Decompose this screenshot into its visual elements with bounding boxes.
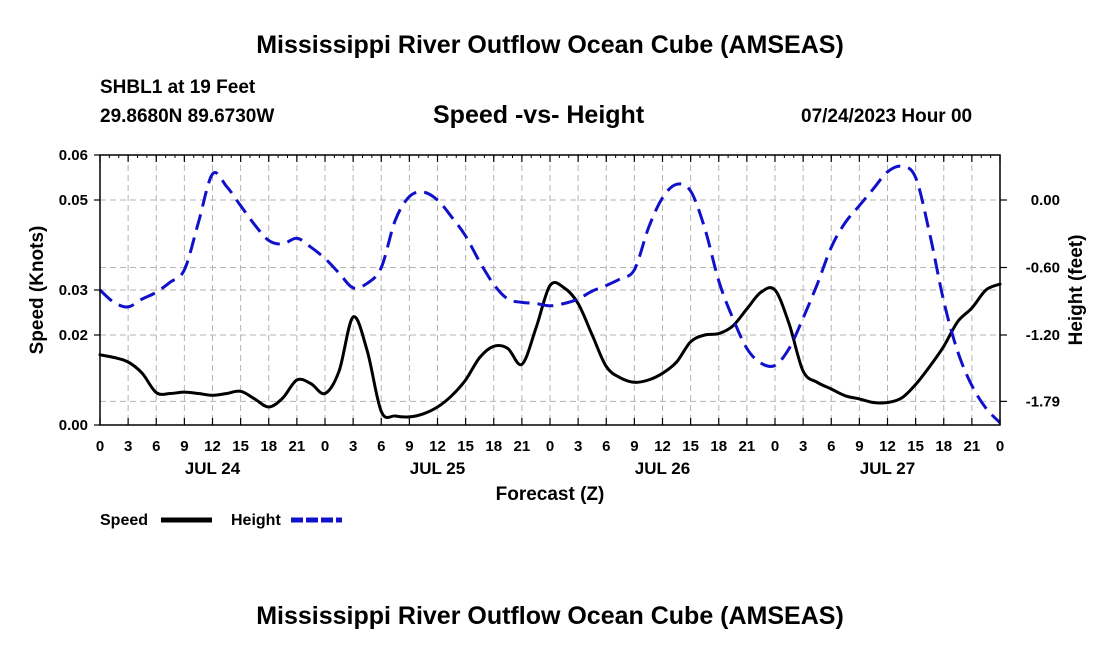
x-tick-label: 3	[124, 438, 132, 455]
speed-series-line	[98, 280, 1002, 419]
station-label: SHBL1 at 19 Feet	[100, 77, 256, 98]
x-tick-label: 12	[204, 438, 221, 455]
x-tick-label: 9	[855, 438, 863, 455]
footer-title: Mississippi River Outflow Ocean Cube (AM…	[256, 602, 844, 630]
y-tick-label: 0.06	[59, 147, 88, 164]
page-title: Mississippi River Outflow Ocean Cube (AM…	[256, 31, 844, 59]
x-tick-label: 9	[630, 438, 638, 455]
x-tick-label: 18	[710, 438, 727, 455]
x-tick-label: 21	[739, 438, 756, 455]
height-series-line	[98, 164, 1002, 424]
coordinates-label: 29.8680N 89.6730W	[100, 106, 275, 127]
x-tick-label: 0	[996, 438, 1004, 455]
y2-tick-label: 0.00	[1031, 192, 1060, 209]
x-tick-label: 12	[879, 438, 896, 455]
x-tick-label: 3	[349, 438, 357, 455]
x-tick-label: 15	[907, 438, 924, 455]
y2-tick-label: -1.79	[1026, 393, 1060, 410]
y-tick-label: 0.02	[59, 327, 88, 344]
y-axis-title: Speed (Knots)	[27, 226, 48, 355]
y2-tick-label: -1.20	[1026, 327, 1060, 344]
y2-tick-label: -0.60	[1026, 260, 1060, 277]
forecast-date-label: 07/24/2023 Hour 00	[801, 106, 973, 127]
day-label: JUL 26	[635, 459, 690, 478]
x-tick-label: 3	[799, 438, 807, 455]
x-tick-label: 3	[574, 438, 582, 455]
series-layer	[98, 164, 1002, 424]
y-tick-label: 0.05	[59, 192, 88, 209]
x-tick-label: 6	[602, 438, 610, 455]
x-tick-label: 18	[485, 438, 502, 455]
axis-layer: 0 3 6 9 12 15 18 21 0 3 6 9 12 15 18 21 0 3 6 9 12 15 18 21 0 3 6 9…	[59, 147, 1060, 478]
grid-lines	[100, 155, 1000, 425]
x-tick-label: 0	[771, 438, 779, 455]
x-tick-label: 15	[232, 438, 249, 455]
x-tick-label: 0	[321, 438, 329, 455]
x-tick-label: 6	[152, 438, 160, 455]
x-axis-title: Forecast (Z)	[496, 484, 605, 505]
x-tick-label: 18	[260, 438, 277, 455]
day-label: JUL 27	[860, 459, 915, 478]
x-tick-label: 18	[935, 438, 952, 455]
legend-label-height: Height	[231, 512, 281, 529]
x-tick-label: 6	[377, 438, 385, 455]
day-label: JUL 25	[410, 459, 465, 478]
x-tick-label: 21	[964, 438, 981, 455]
x-tick-label: 6	[827, 438, 835, 455]
legend-label-speed: Speed	[100, 512, 148, 529]
y-tick-label: 0.03	[59, 282, 88, 299]
x-tick-label: 9	[180, 438, 188, 455]
y-tick-label: 0.00	[59, 417, 88, 434]
x-tick-label: 9	[405, 438, 413, 455]
legend: Speed Height	[100, 512, 342, 529]
x-tick-label: 15	[457, 438, 474, 455]
chart-title: Speed -vs- Height	[433, 101, 645, 129]
x-tick-label: 21	[514, 438, 531, 455]
y2-axis-title: Height (feet)	[1066, 235, 1087, 346]
x-tick-label: 21	[289, 438, 306, 455]
day-label: JUL 24	[185, 459, 241, 478]
x-tick-label: 0	[96, 438, 104, 455]
x-tick-label: 15	[682, 438, 699, 455]
x-tick-label: 12	[654, 438, 671, 455]
x-tick-label: 0	[546, 438, 554, 455]
x-tick-label: 12	[429, 438, 446, 455]
